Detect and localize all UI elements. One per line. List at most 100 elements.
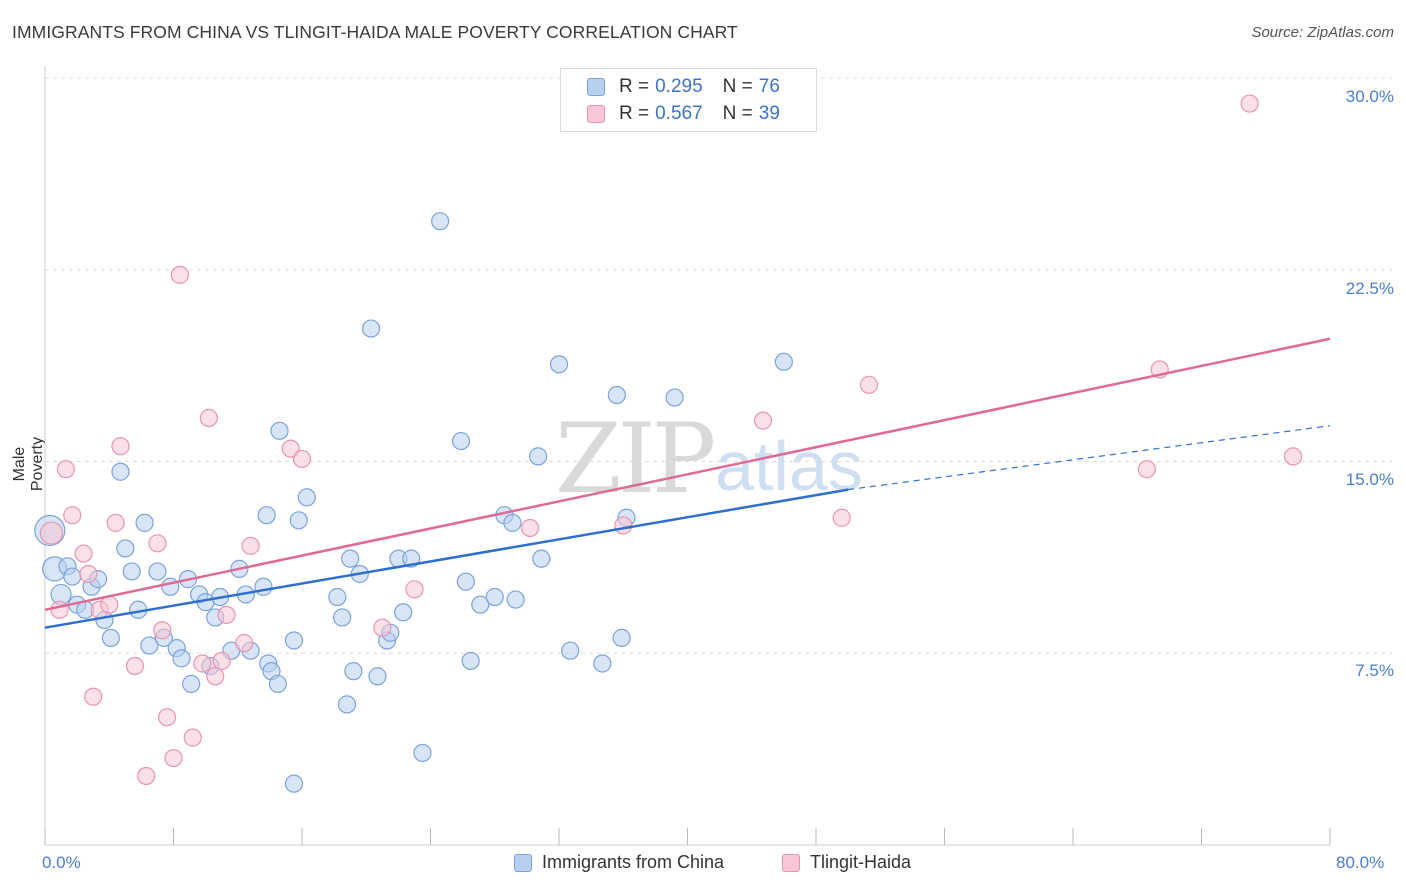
series-tlingit-haida: [39, 94, 1303, 786]
x-tick-label-max: 80.0%: [1336, 853, 1385, 872]
y-tick-label: 7.5%: [1355, 661, 1394, 680]
data-point: [39, 521, 64, 545]
data-point: [520, 518, 540, 538]
data-point: [199, 408, 218, 428]
bottom-legend-label: Immigrants from China: [542, 852, 725, 872]
data-point: [337, 695, 357, 714]
data-point: [832, 508, 851, 527]
data-point: [172, 649, 191, 668]
data-point: [284, 631, 304, 650]
data-point: [257, 506, 276, 525]
data-point: [774, 352, 793, 371]
data-point: [461, 651, 480, 671]
data-point: [284, 774, 304, 793]
data-point: [56, 460, 75, 479]
data-point: [1137, 460, 1156, 479]
legend-n-label: N =: [722, 103, 753, 124]
data-point: [506, 590, 525, 609]
data-point: [333, 608, 352, 627]
data-point: [63, 506, 82, 525]
trend-line-extension-immigrants-from-china: [848, 425, 1331, 491]
y-tick-label: 22.5%: [1345, 279, 1394, 298]
data-point: [63, 567, 82, 586]
data-point: [270, 421, 289, 440]
data-point: [471, 595, 490, 614]
data-point: [84, 687, 103, 706]
data-point: [157, 708, 177, 727]
bottom-legend-swatch-pink: [782, 853, 800, 872]
data-point: [140, 636, 159, 655]
data-point: [161, 577, 180, 596]
data-point: [111, 437, 130, 456]
trend-line-immigrants-from-china: [44, 488, 849, 629]
data-point: [753, 411, 773, 430]
data-point: [665, 388, 684, 407]
data-point: [135, 513, 154, 532]
data-point: [212, 651, 231, 671]
legend-swatch-blue: [587, 78, 605, 96]
data-point: [111, 462, 130, 481]
legend-r-value: 0.567: [655, 103, 703, 124]
watermark-atlas: atlas: [715, 427, 863, 505]
data-point: [164, 748, 183, 768]
data-point: [451, 431, 471, 451]
legend-swatch-pink: [587, 105, 605, 123]
bottom-legend-tlingit-haida: Tlingit-Haida: [782, 852, 911, 873]
y-tick-label: 15.0%: [1345, 470, 1394, 489]
data-point: [182, 674, 201, 694]
bottom-legend-label: Tlingit-Haida: [810, 852, 912, 872]
data-point: [344, 662, 363, 681]
data-point: [125, 656, 145, 676]
data-point: [148, 562, 167, 581]
data-point: [281, 439, 300, 458]
data-point: [122, 562, 141, 581]
trend-lines: [44, 337, 1331, 629]
legend-row-tlingit-haida: R = 0.567 N = 39: [587, 102, 780, 126]
data-point: [614, 516, 633, 535]
data-point: [254, 577, 273, 596]
legend-n-value: 39: [758, 103, 780, 124]
data-point: [341, 549, 360, 568]
bottom-legend-immigrants-from-china: Immigrants from China: [514, 852, 724, 873]
chart-title: IMMIGRANTS FROM CHINA VS TLINGIT-HAIDA M…: [12, 22, 738, 42]
data-point: [79, 564, 98, 584]
data-point: [593, 654, 612, 673]
data-point: [153, 621, 172, 640]
legend-r-value: 0.295: [655, 76, 703, 97]
data-point: [431, 212, 450, 231]
legend-r-label: R =: [619, 103, 650, 124]
data-point: [148, 534, 167, 553]
data-point: [561, 641, 580, 660]
data-point: [137, 766, 156, 786]
legend-row-immigrants-from-china: R = 0.295 N = 76: [587, 75, 780, 99]
data-point: [1283, 447, 1303, 466]
data-point: [106, 513, 125, 532]
bottom-legend-swatch-blue: [514, 853, 532, 872]
data-point: [297, 488, 316, 507]
data-point: [206, 667, 225, 686]
data-point: [193, 654, 212, 673]
watermark: ZIP atlas: [555, 403, 863, 515]
data-point: [549, 355, 569, 374]
data-point: [394, 603, 413, 622]
data-point: [607, 385, 626, 405]
data-point: [170, 265, 190, 284]
data-point: [368, 667, 387, 686]
data-point: [74, 544, 93, 563]
data-point: [292, 449, 312, 469]
data-point: [413, 743, 432, 763]
data-point: [456, 572, 475, 591]
data-point: [101, 628, 120, 648]
data-point: [183, 728, 202, 747]
x-tick-label-min: 0.0%: [42, 853, 81, 872]
data-point: [235, 633, 254, 653]
axes: [44, 66, 1331, 846]
data-point: [241, 536, 260, 555]
trend-line-tlingit-haida: [44, 337, 1331, 612]
data-point: [50, 600, 69, 619]
data-point: [373, 618, 392, 637]
data-point: [503, 513, 522, 532]
data-point: [217, 605, 236, 625]
data-point: [289, 511, 308, 530]
data-point: [116, 539, 135, 558]
